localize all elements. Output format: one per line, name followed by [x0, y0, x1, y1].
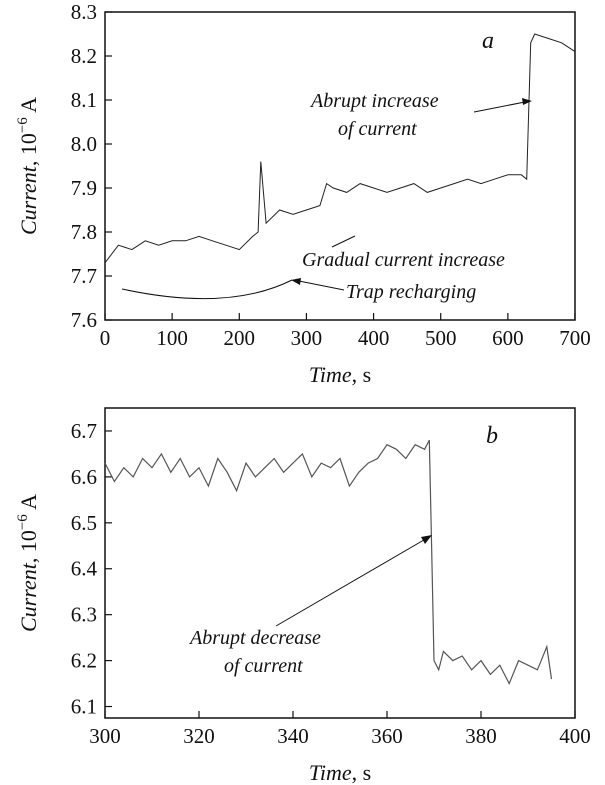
annotation-abrupt-decrease-arrow	[275, 536, 430, 627]
panel-a-x-ticks: 0 100 200 300 400 500 600 700	[100, 313, 591, 350]
x-tick-label: 300	[89, 724, 121, 748]
y-tick-label: 6.4	[71, 557, 98, 581]
x-tick-label: 0	[100, 326, 111, 350]
x-tick-label: 300	[291, 326, 323, 350]
y-tick-label: 7.9	[71, 176, 97, 200]
x-tick-label: 700	[559, 326, 591, 350]
panel-a: 0 100 200 300 400 500 600 700 7.6 7.7 7.8 7.9 8.0 8.…	[15, 0, 591, 387]
panel-b-y-ticks: 6.1 6.2 6.3 6.4 6.5 6.6 6.7	[71, 419, 112, 719]
y-tick-label: 6.5	[71, 511, 97, 535]
y-tick-label: 8.0	[71, 132, 97, 156]
annotation-abrupt-decrease-line1: Abrupt decrease	[188, 627, 321, 649]
panel-a-x-axis-label: Time, s	[309, 362, 371, 387]
y-tick-label: 8.3	[71, 0, 97, 24]
y-tick-label: 8.2	[71, 44, 97, 68]
x-tick-label: 200	[224, 326, 256, 350]
y-tick-label: 6.6	[71, 465, 97, 489]
y-tick-label: 6.2	[71, 649, 97, 673]
x-tick-label: 400	[559, 724, 591, 748]
panel-a-series-line	[104, 33, 576, 264]
panel-b-frame	[104, 407, 576, 719]
panel-b-series-line	[104, 439, 553, 686]
panel-b-label: b	[486, 423, 498, 449]
annotation-abrupt-increase-arrow	[473, 100, 531, 113]
y-tick-label: 7.7	[71, 264, 97, 288]
x-tick-label: 500	[425, 326, 457, 350]
annotation-abrupt-decrease-arrowhead	[421, 535, 432, 544]
annotation-abrupt-increase-line2: of current	[338, 118, 417, 140]
annotation-gradual-increase: Gradual current increase	[302, 249, 505, 271]
y-tick-label: 7.6	[71, 308, 97, 332]
x-tick-label: 360	[371, 724, 403, 748]
y-tick-label: 7.8	[71, 220, 97, 244]
x-tick-label: 400	[358, 326, 390, 350]
x-tick-label: 100	[156, 326, 188, 350]
annotation-trap-arrowhead	[291, 278, 301, 285]
panel-a-y-ticks: 7.6 7.7 7.8 7.9 8.0 8.1 8.2 8.3	[71, 0, 112, 332]
annotation-trap-arrow	[293, 279, 345, 291]
panel-b: 300 320 340 360 380 400 6.1 6.2 6.3 6.4 6.5 6.6 6.7…	[15, 407, 591, 785]
y-tick-label: 6.1	[71, 695, 97, 719]
annotation-gradual-tick	[331, 235, 356, 248]
x-tick-label: 320	[183, 724, 215, 748]
y-tick-label: 6.3	[71, 603, 97, 627]
panel-b-y-axis-label: Current, 10−6 A	[15, 494, 41, 632]
y-tick-label: 8.1	[71, 88, 97, 112]
annotation-trap-curve	[121, 279, 293, 300]
panel-a-frame	[104, 11, 576, 321]
annotation-abrupt-increase-arrowhead	[522, 98, 532, 105]
annotation-trap-recharging: Trap recharging	[346, 281, 476, 303]
panel-b-x-axis-label: Time, s	[309, 760, 371, 785]
panel-a-y-axis-label: Current, 10−6 A	[15, 97, 41, 235]
panel-b-x-ticks: 300 320 340 360 380 400	[89, 711, 591, 748]
y-tick-label: 6.7	[71, 419, 97, 443]
panel-a-label: a	[482, 28, 494, 54]
x-tick-label: 380	[465, 724, 497, 748]
annotation-abrupt-increase-line1: Abrupt increase	[309, 90, 439, 112]
x-tick-label: 340	[277, 724, 309, 748]
x-tick-label: 600	[492, 326, 524, 350]
annotation-abrupt-decrease-line2: of current	[224, 655, 303, 677]
